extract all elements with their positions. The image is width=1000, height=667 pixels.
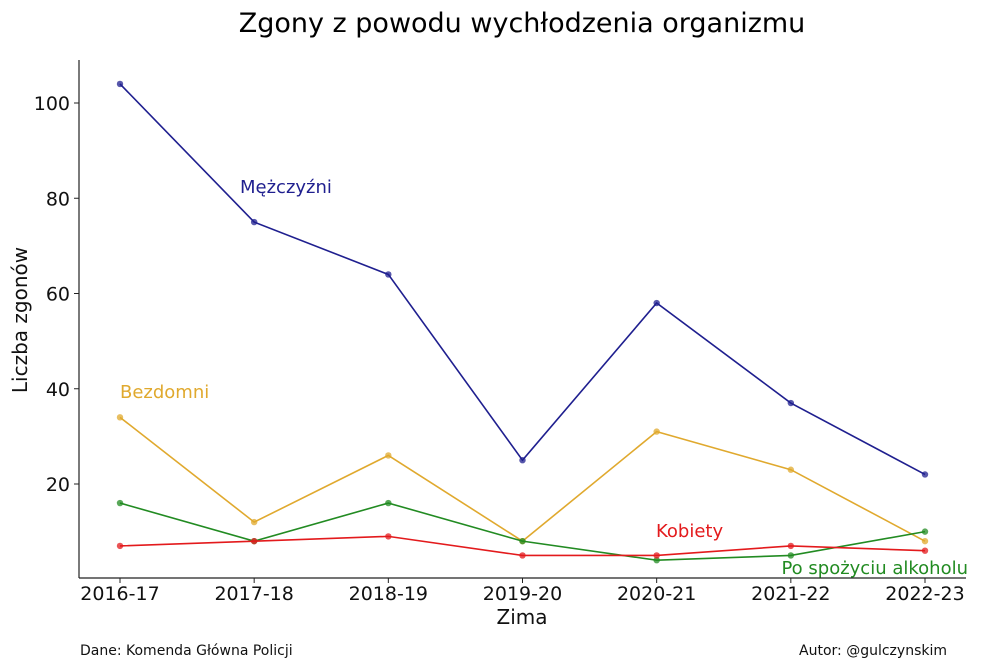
author-note: Autor: @gulczynskim: [799, 643, 947, 659]
data-point-kobiety: [787, 542, 795, 550]
data-point-po-spozyciu-alkoholu: [787, 552, 795, 559]
data-point-kobiety: [921, 547, 929, 554]
series-label: Mężczyźni: [240, 177, 332, 198]
data-point-kobiety: [385, 533, 392, 540]
series-label: Bezdomni: [120, 382, 209, 403]
data-point-bezdomni: [921, 537, 929, 545]
x-tick-label: 2021-22: [751, 583, 830, 605]
axes: 20 40 60 80 100 2016-17 2017-18 2018-19 2019-20 2…: [34, 60, 966, 605]
data-point-mezczyzni: [787, 399, 795, 407]
data-point-po-spozyciu-alkoholu: [921, 528, 929, 535]
x-tick-label: 2016-17: [80, 583, 159, 605]
data-point-po-spozyciu-alkoholu: [519, 537, 526, 545]
data-point-kobiety: [116, 542, 124, 550]
series-line-bezdomni: [119, 416, 926, 543]
chart-title: Zgony z powodu wychłodzenia organizmu: [239, 8, 806, 39]
x-tick-label: 2019-20: [483, 583, 562, 605]
data-point-bezdomni: [385, 452, 392, 459]
data-point-mezczyzni: [116, 80, 124, 88]
data-point-bezdomni: [250, 518, 258, 526]
x-tick-label: 2018-19: [349, 583, 428, 605]
x-tick-label: 2017-18: [214, 583, 293, 605]
y-tick-label: 100: [34, 93, 70, 115]
data-point-bezdomni: [653, 428, 660, 435]
data-point-bezdomni: [116, 414, 124, 421]
y-axis-label: Liczba zgonów: [8, 247, 32, 393]
data-point-kobiety: [653, 552, 660, 559]
data-point-po-spozyciu-alkoholu: [385, 499, 392, 507]
series-line-mezczyzni: [119, 83, 926, 476]
data-point-mezczyzni: [519, 456, 526, 464]
data-point-mezczyzni: [385, 271, 392, 278]
data-point-mezczyzni: [921, 471, 929, 478]
data-source-note: Dane: Komenda Główna Policji: [80, 643, 293, 659]
data-point-kobiety: [519, 552, 526, 559]
data-point-po-spozyciu-alkoholu: [653, 557, 660, 564]
data-point-bezdomni: [787, 466, 795, 473]
x-tick-label: 2020-21: [617, 583, 696, 605]
series-group: [116, 80, 929, 564]
data-point-po-spozyciu-alkoholu: [116, 499, 124, 507]
data-point-kobiety: [250, 537, 258, 545]
y-tick-label: 40: [46, 379, 70, 401]
x-axis-label: Zima: [497, 605, 548, 629]
data-point-mezczyzni: [250, 218, 258, 226]
y-tick-label: 80: [46, 188, 70, 210]
series-label: Kobiety: [656, 521, 723, 542]
y-tick-label: 20: [46, 474, 70, 496]
x-tick-label: 2022-23: [885, 583, 964, 605]
series-label: Po spożyciu alkoholu: [781, 558, 968, 579]
y-tick-label: 60: [46, 284, 70, 306]
series-labels: Mężczyźni Bezdomni Po spożyciu alkoholu Kob…: [120, 177, 968, 579]
data-point-mezczyzni: [653, 299, 660, 307]
